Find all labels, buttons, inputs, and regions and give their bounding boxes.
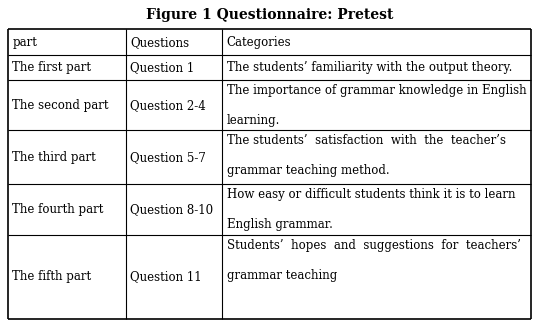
Text: The first part: The first part — [12, 61, 92, 74]
Text: part: part — [12, 36, 37, 49]
Text: The students’ familiarity with the output theory.: The students’ familiarity with the outpu… — [227, 61, 512, 74]
Text: Question 1: Question 1 — [130, 61, 194, 74]
Text: Question 11: Question 11 — [130, 270, 202, 283]
Text: The students’  satisfaction  with  the  teacher’s

grammar teaching method.: The students’ satisfaction with the teac… — [227, 135, 506, 177]
Text: The second part: The second part — [12, 99, 109, 112]
Text: The importance of grammar knowledge in English

learning.: The importance of grammar knowledge in E… — [227, 84, 527, 127]
Text: Students’  hopes  and  suggestions  for  teachers’

grammar teaching: Students’ hopes and suggestions for teac… — [227, 239, 521, 281]
Text: The fourth part: The fourth part — [12, 203, 104, 216]
Text: Categories: Categories — [227, 36, 292, 49]
Text: The fifth part: The fifth part — [12, 270, 92, 283]
Text: How easy or difficult students think it is to learn

English grammar.: How easy or difficult students think it … — [227, 188, 515, 231]
Text: Figure 1 Questionnaire: Pretest: Figure 1 Questionnaire: Pretest — [146, 8, 393, 22]
Text: The third part: The third part — [12, 151, 96, 164]
Text: Question 8-10: Question 8-10 — [130, 203, 213, 216]
Text: Questions: Questions — [130, 36, 189, 49]
Text: Question 2-4: Question 2-4 — [130, 99, 206, 112]
Text: Question 5-7: Question 5-7 — [130, 151, 206, 164]
